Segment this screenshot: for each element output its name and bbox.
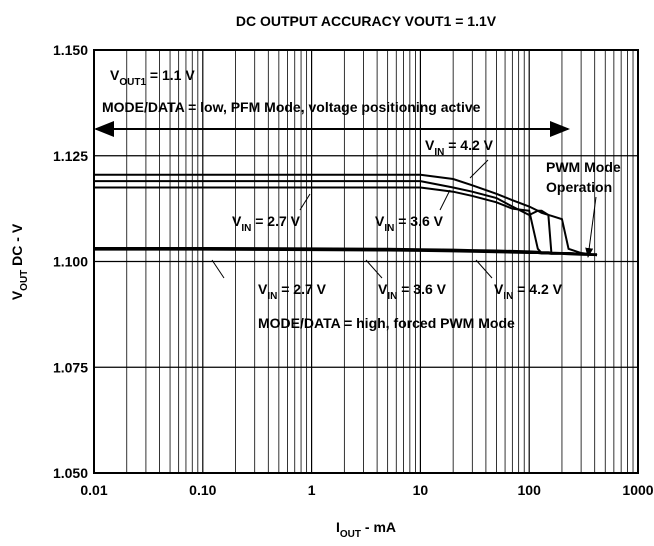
x-tick-label: 1000	[622, 482, 653, 498]
annotation-part: = 4.2 V	[444, 137, 493, 153]
annotation-part: IN	[267, 291, 277, 302]
annotation-part: V	[494, 281, 504, 297]
x-tick-label: 1	[308, 482, 316, 498]
series-line	[94, 246, 598, 256]
plot-frame	[93, 49, 639, 474]
annotation: VIN = 2.7 V	[232, 213, 301, 234]
annotation-part: IN	[384, 223, 394, 234]
leader	[299, 193, 311, 211]
annotation-part: IN	[241, 223, 251, 234]
annotation: Operation	[546, 179, 612, 195]
annotation-part: IN	[434, 147, 444, 158]
annotation: MODE/DATA = high, forced PWM Mode	[258, 315, 515, 331]
annotation-part: OUT1	[119, 77, 146, 88]
series-line	[94, 173, 598, 257]
annotation-part: V	[232, 213, 242, 229]
annotation-part: IN	[387, 291, 397, 302]
annotation: VOUT1 = 1.1 V	[110, 67, 195, 88]
annotation: VIN = 2.7 V	[258, 281, 327, 302]
y-tick-label: 1.150	[53, 42, 88, 58]
leader	[475, 259, 493, 279]
x-tick-label: 100	[518, 482, 542, 498]
annotation-part: V	[375, 213, 385, 229]
annotation: VIN = 3.6 V	[375, 213, 444, 234]
annotation-part: = 2.7 V	[251, 213, 300, 229]
x-tick-label: 0.01	[80, 482, 107, 498]
leader	[211, 259, 225, 279]
leader	[469, 159, 489, 179]
annotation-part: IN	[503, 291, 513, 302]
chart-title: DC OUTPUT ACCURACY VOUT1 = 1.1V	[236, 13, 497, 29]
leader	[585, 196, 597, 258]
annotation: VIN = 4.2 V	[425, 137, 494, 158]
x-tick-label: 0.10	[189, 482, 216, 498]
annotation-part: = 4.2 V	[513, 281, 562, 297]
x-axis-label: IOUT - mA	[336, 519, 396, 540]
annotation: PWM Mode	[546, 159, 621, 175]
series-line	[94, 186, 598, 257]
annotation-part: = 1.1 V	[146, 67, 195, 83]
annotation-part: V	[425, 137, 435, 153]
y-tick-label: 1.125	[53, 148, 88, 164]
annotation-part: V	[378, 281, 388, 297]
annotation-part: = 3.6 V	[394, 213, 443, 229]
annotation: VIN = 4.2 V	[494, 281, 563, 302]
annotation-part: = 3.6 V	[397, 281, 446, 297]
y-tick-label: 1.075	[53, 359, 88, 375]
leader	[439, 189, 451, 211]
y-tick-label: 1.050	[53, 465, 88, 481]
annotation-part: = 2.7 V	[277, 281, 326, 297]
leader	[365, 259, 383, 279]
series-line	[94, 180, 598, 257]
x-tick-label: 10	[413, 482, 429, 498]
y-axis-label: VOUT DC - V	[9, 223, 30, 300]
annotation: VIN = 3.6 V	[378, 281, 447, 302]
annotation-part: V	[110, 67, 120, 83]
annotation: MODE/DATA = low, PFM Mode, voltage posit…	[102, 99, 481, 115]
annotation-part: V	[258, 281, 268, 297]
y-tick-label: 1.100	[53, 254, 88, 270]
